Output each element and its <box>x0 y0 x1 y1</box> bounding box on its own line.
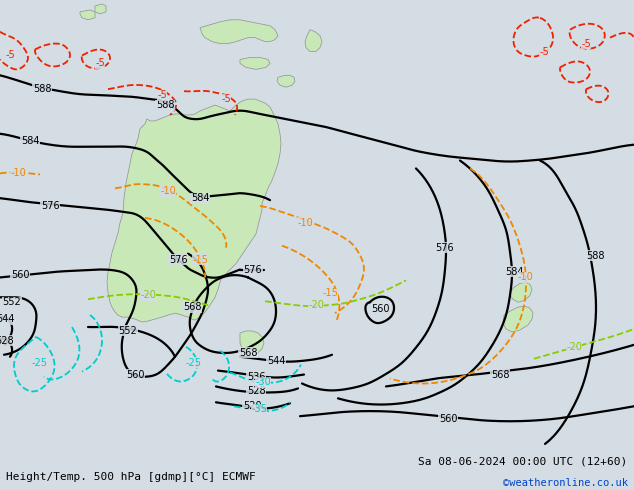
Text: -20: -20 <box>308 300 324 310</box>
Text: -10: -10 <box>517 272 533 282</box>
Text: 584: 584 <box>191 193 209 203</box>
Text: 568: 568 <box>239 348 257 358</box>
Text: 576: 576 <box>41 201 60 211</box>
Text: 568: 568 <box>491 369 509 380</box>
Text: 588: 588 <box>586 251 604 261</box>
Text: -20: -20 <box>566 342 582 352</box>
Text: Sa 08-06-2024 00:00 UTC (12+60): Sa 08-06-2024 00:00 UTC (12+60) <box>418 456 628 466</box>
Text: 552: 552 <box>3 297 22 307</box>
Text: Height/Temp. 500 hPa [gdmp][°C] ECMWF: Height/Temp. 500 hPa [gdmp][°C] ECMWF <box>6 472 256 482</box>
Text: -35: -35 <box>251 404 267 414</box>
Text: -25: -25 <box>186 358 202 368</box>
Text: 544: 544 <box>0 314 14 324</box>
Text: -10: -10 <box>10 169 26 178</box>
Text: 588: 588 <box>156 100 174 110</box>
Text: -5: -5 <box>221 94 231 104</box>
Text: 520: 520 <box>243 401 261 411</box>
Text: -5: -5 <box>539 47 549 56</box>
Text: 536: 536 <box>247 371 265 382</box>
Text: 584: 584 <box>21 136 39 146</box>
Text: -15: -15 <box>322 288 338 298</box>
Text: -20: -20 <box>140 290 156 300</box>
Text: 576: 576 <box>243 265 262 274</box>
Text: 576: 576 <box>436 243 455 253</box>
Text: 568: 568 <box>183 302 201 312</box>
Text: -10: -10 <box>297 218 313 228</box>
Text: 560: 560 <box>126 369 145 380</box>
Text: -5: -5 <box>95 58 105 69</box>
Text: 576: 576 <box>169 255 187 265</box>
Text: 528: 528 <box>247 387 265 396</box>
Text: -25: -25 <box>32 358 48 368</box>
Text: -15: -15 <box>192 255 208 265</box>
Text: -10: -10 <box>160 186 176 196</box>
Text: -5: -5 <box>5 50 15 60</box>
Text: 584: 584 <box>505 267 523 276</box>
Text: 560: 560 <box>371 304 389 314</box>
Text: 588: 588 <box>33 84 51 94</box>
Text: -5: -5 <box>581 39 591 49</box>
Text: 560: 560 <box>11 270 29 280</box>
Text: ©weatheronline.co.uk: ©weatheronline.co.uk <box>503 478 628 489</box>
Text: -5: -5 <box>157 90 167 100</box>
Text: -30: -30 <box>255 377 271 388</box>
Text: 552: 552 <box>119 326 138 336</box>
Text: 544: 544 <box>267 356 285 366</box>
Text: 528: 528 <box>0 336 15 346</box>
Text: 560: 560 <box>439 414 457 424</box>
